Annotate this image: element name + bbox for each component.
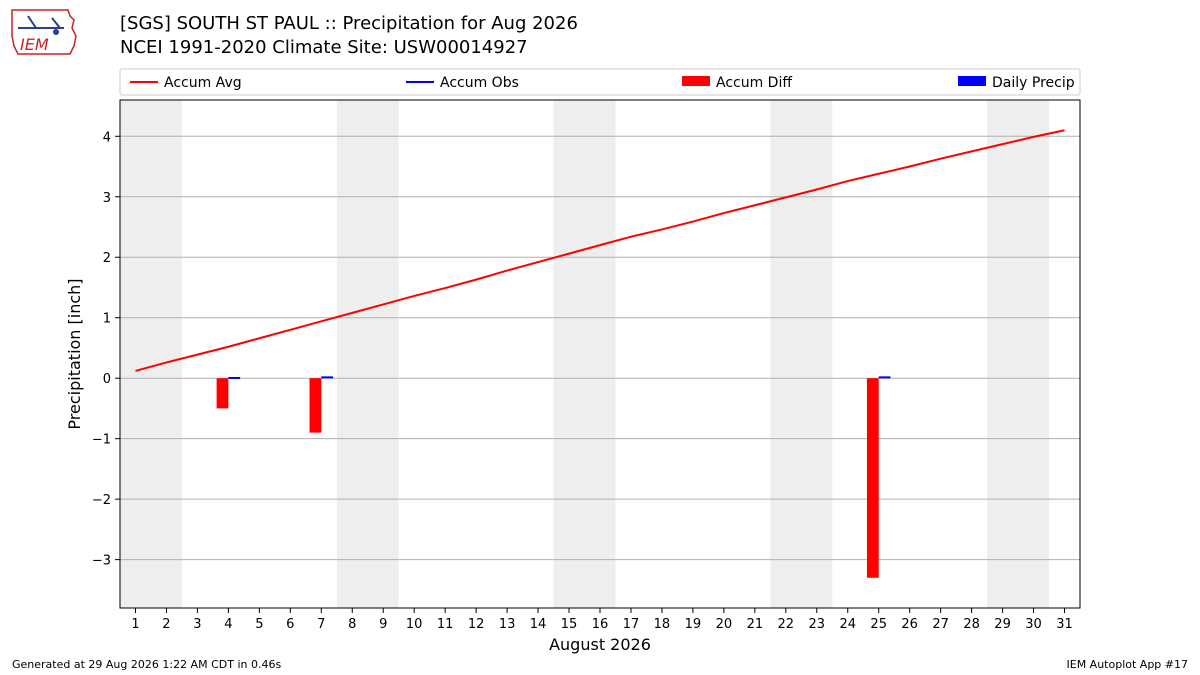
y-tick-label: 1 [103, 312, 111, 327]
x-tick-label: 15 [561, 617, 578, 632]
x-tick-label: 5 [255, 617, 263, 632]
svg-text:IEM: IEM [20, 35, 49, 54]
daily-precip-bar [228, 376, 241, 379]
x-tick-label: 26 [901, 617, 918, 632]
weekend-band [553, 100, 616, 608]
generated-timestamp: Generated at 29 Aug 2026 1:22 AM CDT in … [12, 658, 282, 671]
legend-label: Accum Diff [716, 75, 792, 91]
x-tick-label: 24 [839, 617, 856, 632]
y-axis-label: Precipitation [inch] [65, 278, 84, 429]
x-tick-label: 11 [437, 617, 454, 632]
x-axis-label: August 2026 [549, 635, 651, 654]
weekend-band [770, 100, 833, 608]
y-tick-label: 4 [103, 130, 111, 145]
x-tick-label: 9 [379, 617, 387, 632]
legend: Accum Avg Accum Obs Accum Diff Daily Precip [119, 68, 1081, 96]
bars [216, 376, 891, 578]
x-tick-label: 20 [716, 617, 733, 632]
chart-title: [SGS] SOUTH ST PAUL :: Precipitation for… [120, 13, 578, 34]
x-tick-label: 18 [654, 617, 671, 632]
x-tick-label: 8 [348, 617, 356, 632]
y-tick-label: −1 [92, 433, 111, 448]
x-tick-label: 27 [932, 617, 949, 632]
x-tick-label: 16 [592, 617, 609, 632]
gridlines [120, 135, 1080, 561]
x-tick-label: 17 [623, 617, 640, 632]
legend-label: Accum Obs [440, 75, 519, 91]
legend-box [119, 68, 1081, 96]
x-tick-label: 30 [1025, 617, 1042, 632]
x-tick-label: 6 [286, 617, 294, 632]
x-tick-label: 25 [870, 617, 887, 632]
y-tick-label: 0 [103, 372, 111, 387]
x-axis: 1 2 3 4 5 6 7 8 9 10 11 12 13 14 15 16 17 18 19 20 21 22 23 24 2… [131, 608, 1073, 632]
weekend-band [336, 100, 399, 608]
weekend-band [987, 100, 1050, 608]
x-tick-label: 31 [1056, 617, 1073, 632]
app-label: IEM Autoplot App #17 [1066, 658, 1189, 671]
x-tick-label: 23 [809, 617, 826, 632]
iem-logo: IEM [8, 6, 78, 58]
accum-diff-bar [216, 378, 229, 409]
weekend-band [120, 100, 182, 608]
x-tick-label: 19 [685, 617, 702, 632]
x-tick-label: 21 [747, 617, 764, 632]
x-tick-label: 22 [778, 617, 795, 632]
x-tick-label: 2 [162, 617, 170, 632]
x-tick-label: 7 [317, 617, 325, 632]
accum-diff-bar [866, 378, 879, 578]
x-tick-label: 1 [131, 617, 139, 632]
x-tick-label: 28 [963, 617, 980, 632]
title-block: [SGS] SOUTH ST PAUL :: Precipitation for… [120, 12, 578, 60]
legend-swatch-bar [682, 76, 710, 86]
y-tick-label: 3 [103, 191, 111, 206]
x-tick-label: 3 [193, 617, 201, 632]
y-tick-label: −2 [92, 493, 111, 508]
legend-label: Accum Avg [164, 75, 242, 91]
legend-swatch-bar [958, 76, 986, 86]
y-tick-label: −3 [92, 554, 111, 569]
legend-label: Daily Precip [992, 75, 1075, 91]
x-tick-label: 13 [499, 617, 516, 632]
lines [135, 129, 1065, 372]
x-tick-label: 14 [530, 617, 547, 632]
chart-subtitle: NCEI 1991-2020 Climate Site: USW00014927 [120, 37, 528, 58]
y-axis: −3 −2 −1 0 1 2 3 4 [92, 130, 120, 569]
daily-precip-bar [878, 376, 891, 379]
x-tick-label: 29 [994, 617, 1011, 632]
accum-diff-bar [309, 378, 322, 433]
x-tick-label: 4 [224, 617, 232, 632]
weekend-bands [120, 100, 1050, 608]
accum-avg-line [135, 129, 1065, 372]
x-tick-label: 10 [406, 617, 423, 632]
x-tick-label: 12 [468, 617, 485, 632]
daily-precip-bar [321, 376, 334, 379]
y-tick-label: 2 [103, 251, 111, 266]
